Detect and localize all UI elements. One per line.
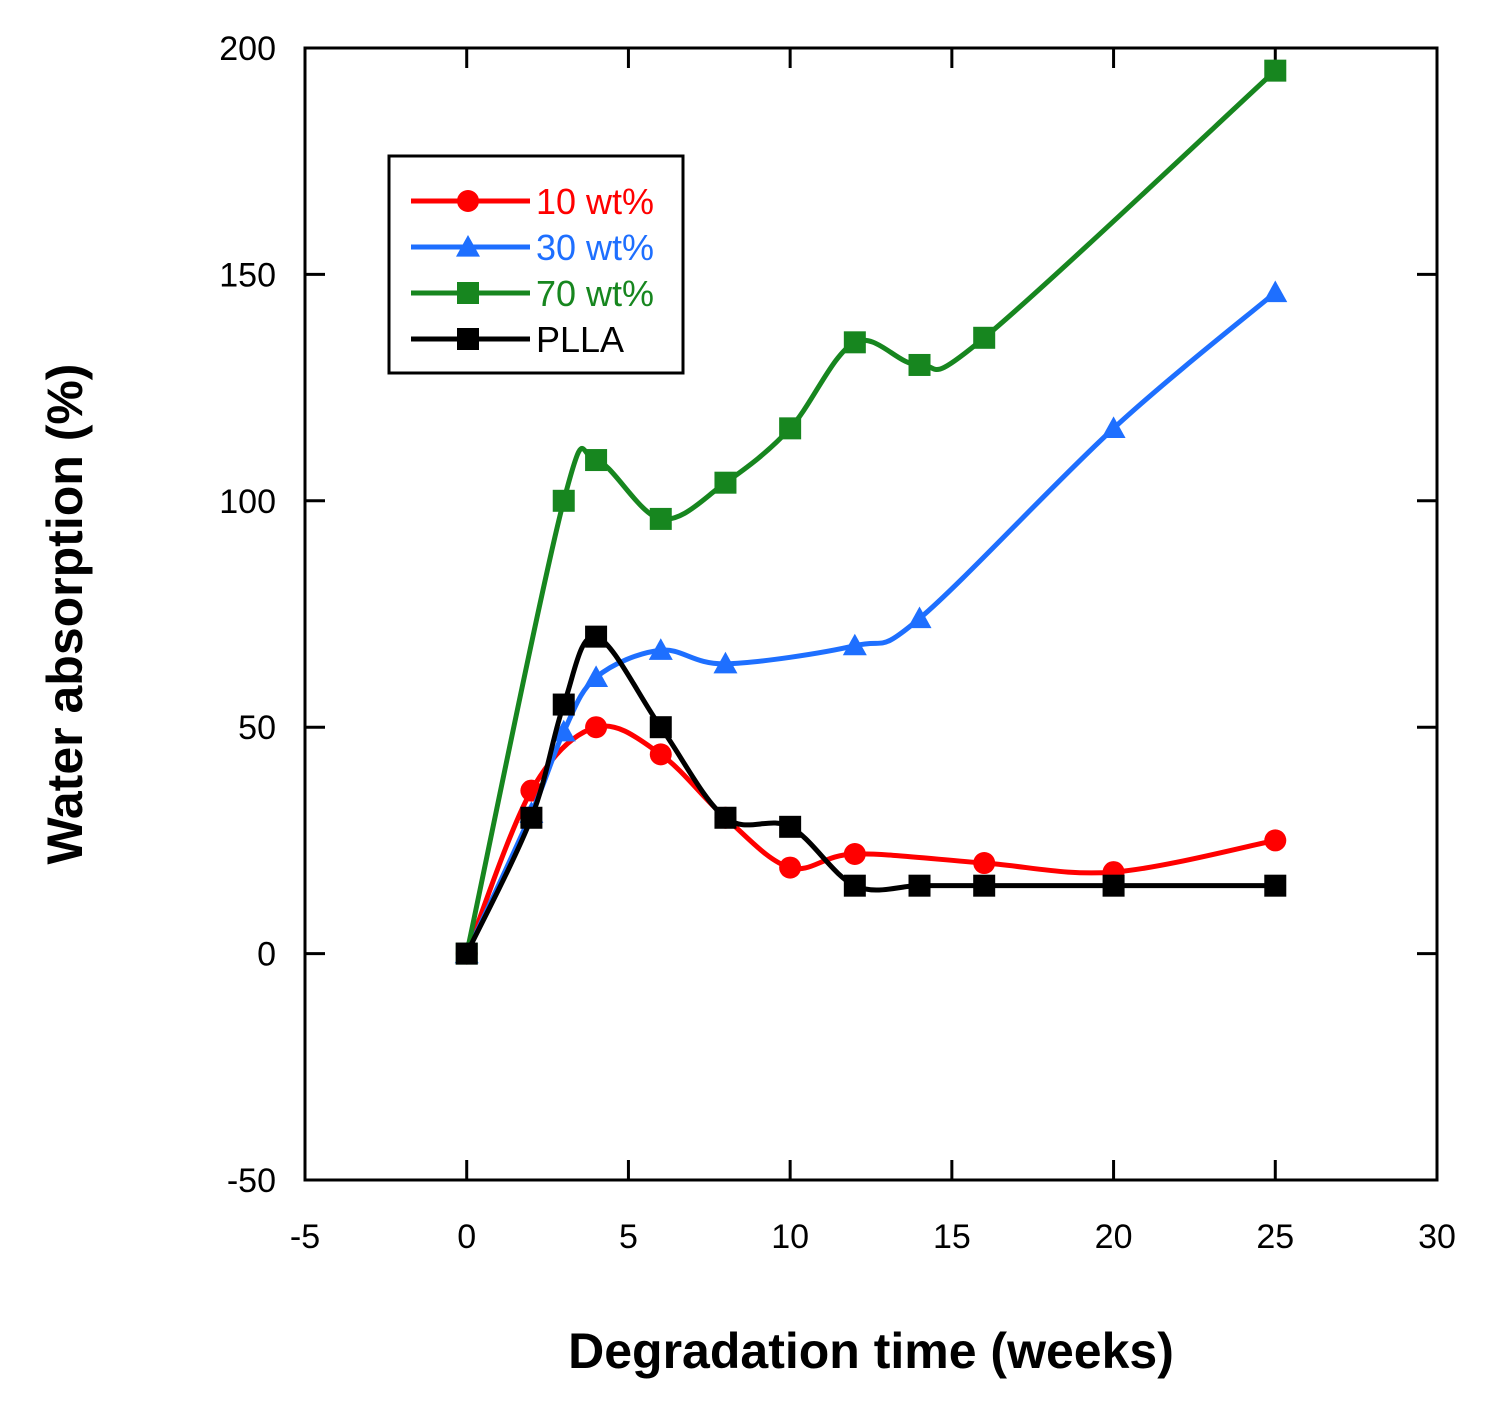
data-point: [908, 353, 931, 376]
y-axis-title: Water absorption (%): [37, 364, 93, 865]
x-tick-labels: -5 0 5 10 15 20 25 30: [290, 1218, 1456, 1256]
data-point: [1263, 280, 1288, 303]
data-point: [585, 625, 608, 648]
data-point: [907, 606, 932, 629]
data-point: [649, 507, 672, 530]
data-point: [551, 719, 576, 742]
data-point: [1102, 874, 1125, 897]
y-tick-labels: -50 0 50 100 150 200: [219, 30, 276, 1200]
legend-items: 10 wt% 30 wt% 70 wt% PLLA: [411, 181, 654, 360]
data-point: [649, 743, 672, 766]
x-tick-label: 5: [619, 1218, 638, 1256]
data-point: [585, 449, 608, 472]
data-point: [843, 331, 866, 354]
y-tick-label: 0: [257, 936, 276, 974]
series-layer: [454, 59, 1288, 965]
x-axis-title: Degradation time (weeks): [568, 1323, 1174, 1379]
legend: 10 wt% 30 wt% 70 wt% PLLA: [387, 154, 685, 375]
y-tick-label: 200: [219, 30, 276, 68]
legend-label: 30 wt%: [536, 227, 654, 268]
data-point: [973, 326, 996, 349]
plot-frame: [303, 46, 1439, 1182]
axis-ticks: [303, 46, 1439, 1182]
series-3: [455, 625, 1287, 965]
data-point: [713, 651, 738, 674]
data-point: [779, 856, 802, 879]
x-tick-label: 20: [1095, 1218, 1133, 1256]
y-tick-label: 150: [219, 256, 276, 294]
x-tick-label: -5: [290, 1218, 320, 1256]
series-line: [464, 634, 1276, 955]
x-tick-label: 15: [933, 1218, 971, 1256]
series-1: [454, 280, 1288, 964]
data-point: [843, 874, 866, 897]
data-point: [1264, 59, 1287, 82]
data-point: [779, 815, 802, 838]
legend-marker: [457, 282, 479, 304]
legend-item: 10 wt%: [411, 181, 654, 222]
y-tick-label: 100: [219, 483, 276, 521]
legend-item: 30 wt%: [411, 227, 654, 268]
x-tick-label: 0: [457, 1218, 476, 1256]
legend-label: 70 wt%: [536, 273, 654, 314]
data-point: [843, 842, 866, 865]
data-point: [842, 633, 867, 656]
data-point: [649, 716, 672, 739]
y-tick-label: -50: [227, 1162, 276, 1200]
data-point: [520, 806, 543, 829]
x-tick-label: 25: [1256, 1218, 1294, 1256]
data-point: [455, 942, 478, 965]
legend-marker: [457, 328, 479, 350]
legend-label: PLLA: [536, 319, 624, 360]
legend-marker: [457, 190, 479, 212]
data-point: [779, 417, 802, 440]
legend-item: PLLA: [411, 319, 624, 360]
data-point: [1101, 416, 1126, 438]
data-point: [584, 665, 609, 687]
series-line: [464, 723, 1276, 955]
y-tick-label: 50: [238, 709, 276, 747]
data-point: [908, 874, 931, 897]
series-0: [455, 716, 1287, 965]
data-point: [648, 638, 673, 660]
data-point: [585, 716, 608, 739]
legend-label: 10 wt%: [536, 181, 654, 222]
x-tick-label: 30: [1418, 1218, 1456, 1256]
data-point: [1264, 829, 1287, 852]
data-point: [552, 489, 575, 512]
data-point: [1264, 874, 1287, 897]
data-point: [714, 471, 737, 494]
data-point: [973, 852, 996, 875]
legend-marker: [456, 235, 480, 257]
x-tick-label: 10: [771, 1218, 809, 1256]
data-point: [714, 806, 737, 829]
legend-item: 70 wt%: [411, 273, 654, 314]
data-point: [552, 693, 575, 716]
data-point: [973, 874, 996, 897]
